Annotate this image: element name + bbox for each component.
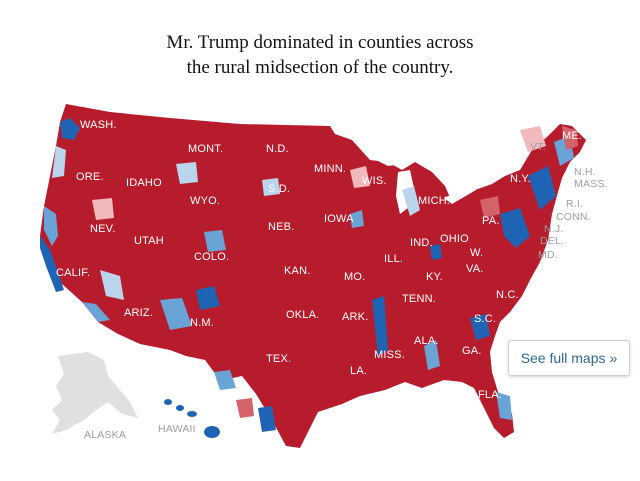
state-labels: WASH. MONT. N.D. MINN. ORE. IDAHO S.D. W… xyxy=(56,119,608,441)
label-ind: IND. xyxy=(410,237,433,249)
label-kan: KAN. xyxy=(284,265,310,277)
label-ny: N.Y. xyxy=(510,173,531,185)
label-wva: W. xyxy=(470,247,483,259)
see-full-maps-label: See full maps xyxy=(520,350,606,366)
label-utah: UTAH xyxy=(134,235,164,247)
label-iowa: IOWA xyxy=(324,213,354,225)
label-neb: NEB. xyxy=(268,221,294,233)
label-calif: CALIF. xyxy=(56,267,90,279)
label-alaska: ALASKA xyxy=(84,429,126,441)
label-sd: S.D. xyxy=(268,183,290,195)
label-me: ME. xyxy=(562,130,582,142)
dem-counties xyxy=(40,118,574,432)
headline-line-1: Mr. Trump dominated in counties across xyxy=(166,32,474,53)
alaska-shape xyxy=(52,352,138,434)
label-nh: N.H. xyxy=(574,166,596,178)
label-conn: CONN. xyxy=(556,211,591,223)
label-ariz: ARIZ. xyxy=(124,307,153,319)
lake-superior xyxy=(372,156,404,166)
map-headline: Mr. Trump dominated in counties across t… xyxy=(0,30,640,80)
label-idaho: IDAHO xyxy=(126,177,162,189)
label-ala: ALA. xyxy=(414,335,439,347)
label-wyo: WYO. xyxy=(190,195,220,207)
hawaii-shape xyxy=(164,399,220,438)
label-ky: KY. xyxy=(426,271,443,283)
label-tex: TEX. xyxy=(266,353,291,365)
label-miss: MISS. xyxy=(374,349,405,361)
label-del: DEL. xyxy=(540,235,564,247)
label-nc: N.C. xyxy=(496,289,519,301)
label-sc: S.C. xyxy=(474,313,496,325)
label-ohio: OHIO xyxy=(440,233,469,245)
label-okla: OKLA. xyxy=(286,309,319,321)
label-tenn: TENN. xyxy=(402,293,436,305)
label-wash: WASH. xyxy=(80,119,117,131)
label-mont: MONT. xyxy=(188,143,223,155)
see-full-maps-link[interactable]: See full maps» xyxy=(508,340,630,376)
label-fla: FLA. xyxy=(478,389,502,401)
label-pa: PA. xyxy=(482,215,500,227)
label-nm: N.M. xyxy=(190,317,214,329)
contiguous-us-shape xyxy=(40,104,586,448)
label-ark: ARK. xyxy=(342,311,368,323)
label-mo: MO. xyxy=(344,271,365,283)
rep-light-counties xyxy=(92,126,578,418)
label-vt: VT. xyxy=(530,141,546,153)
label-hawaii: HAWAII xyxy=(158,423,196,435)
label-nev: NEV. xyxy=(90,223,115,235)
label-nd: N.D. xyxy=(266,143,289,155)
label-minn: MINN. xyxy=(314,163,346,175)
label-colo: COLO. xyxy=(194,251,229,263)
lake-erie xyxy=(444,186,476,204)
label-mich: MICH. xyxy=(418,195,450,207)
label-la: LA. xyxy=(350,365,367,377)
chevron-right-icon: » xyxy=(609,350,618,366)
label-wis: WIS. xyxy=(362,175,387,187)
label-va: VA. xyxy=(466,263,484,275)
label-ore: ORE. xyxy=(76,171,104,183)
label-md: MD. xyxy=(538,249,558,261)
label-mass: MASS. xyxy=(574,178,608,190)
headline-line-2: the rural midsection of the country. xyxy=(186,57,454,78)
label-ill: ILL. xyxy=(384,253,403,265)
label-nj: N.J. xyxy=(544,223,563,235)
label-ri: R.I. xyxy=(566,198,583,210)
label-ga: GA. xyxy=(462,345,482,357)
